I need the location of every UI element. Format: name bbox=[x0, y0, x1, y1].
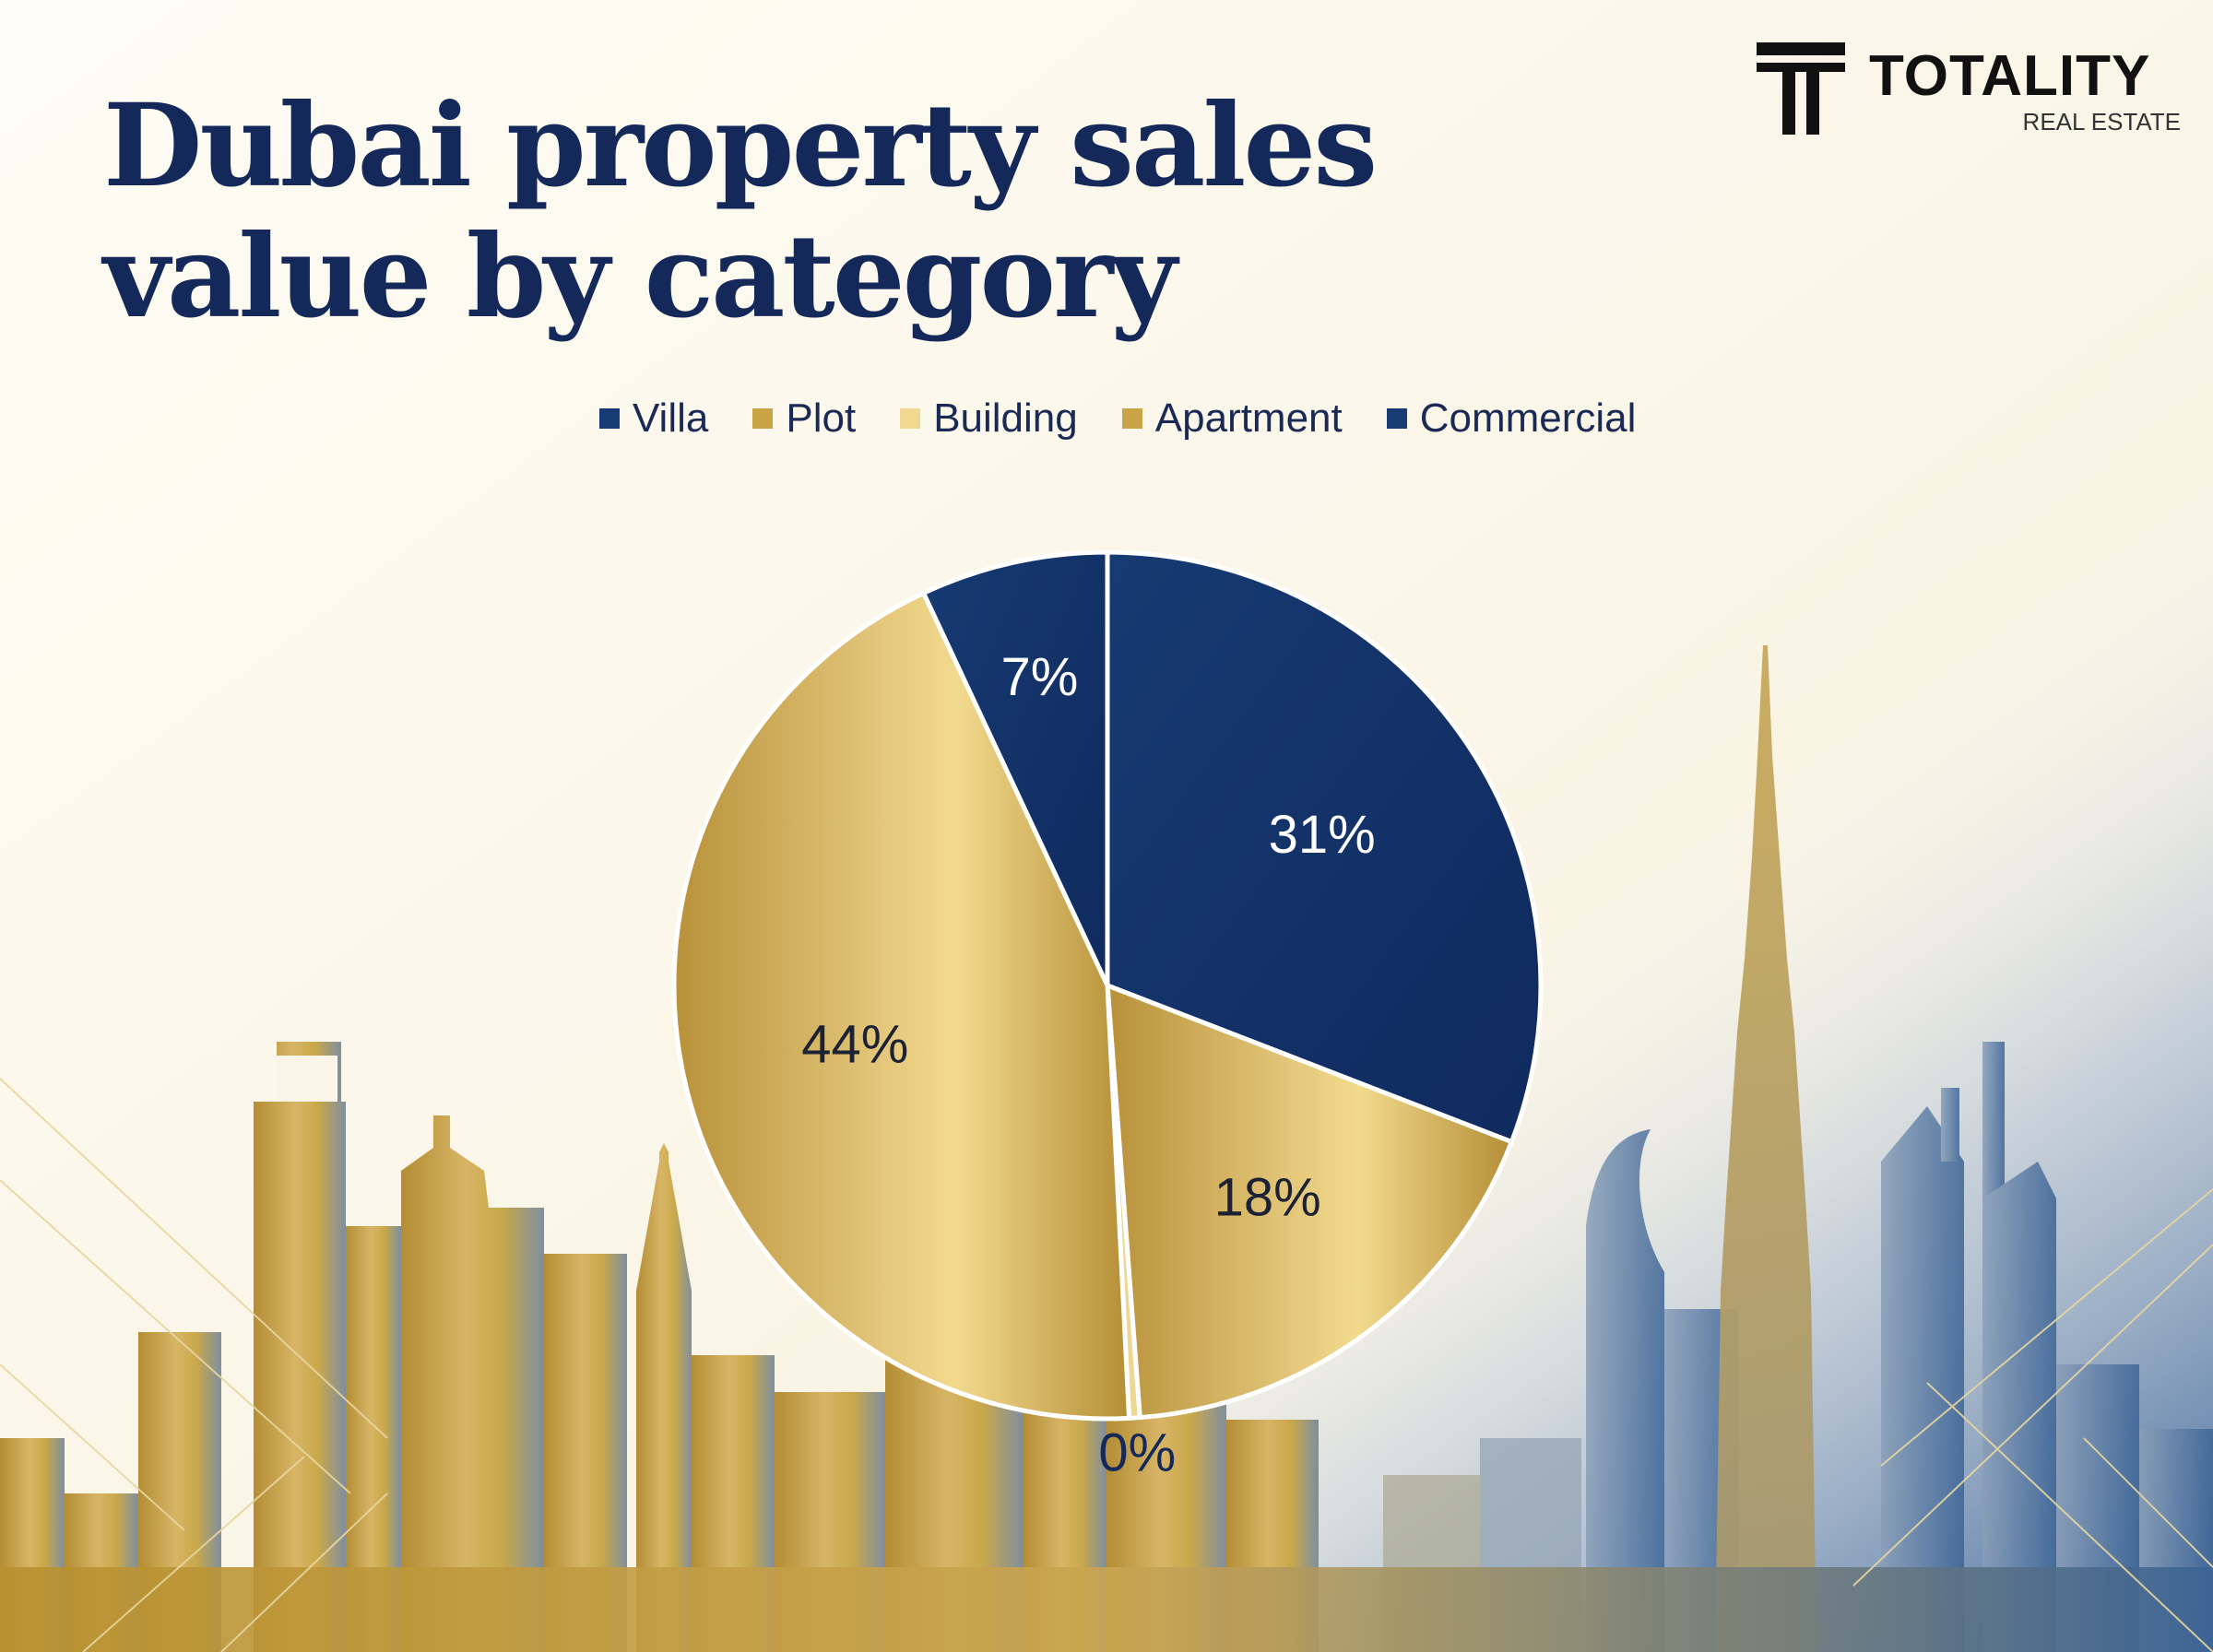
brand-logo: TOTALITY REAL ESTATE bbox=[1757, 42, 2181, 135]
totality-logo-icon bbox=[1757, 42, 1845, 135]
legend-item-villa: Villa bbox=[599, 395, 708, 442]
chart-legend: Villa Plot Building Apartment Commercial bbox=[599, 393, 1680, 444]
data-label-building: 0% bbox=[1098, 1422, 1176, 1482]
brand-name: TOTALITY bbox=[1869, 44, 2151, 108]
legend-item-apartment: Apartment bbox=[1121, 395, 1343, 442]
legend-swatch-apartment bbox=[1121, 408, 1142, 429]
legend-item-commercial: Commercial bbox=[1386, 395, 1637, 442]
chart-title: Dubai property sales value by category bbox=[103, 81, 1486, 343]
title-line-1: Dubai property sales bbox=[103, 79, 1378, 213]
legend-swatch-villa bbox=[599, 408, 620, 429]
data-label-villa: 31% bbox=[1269, 805, 1376, 865]
legend-label-apartment: Apartment bbox=[1154, 395, 1343, 441]
legend-label-villa: Villa bbox=[633, 395, 709, 441]
data-label-apartment: 44% bbox=[801, 1014, 908, 1074]
legend-swatch-plot bbox=[752, 408, 774, 429]
legend-item-plot: Plot bbox=[752, 395, 856, 442]
brand-subtitle: REAL ESTATE bbox=[2022, 108, 2181, 136]
legend-swatch-building bbox=[900, 408, 921, 429]
legend-label-building: Building bbox=[933, 395, 1078, 441]
pie-slice-villa bbox=[1105, 549, 1544, 1145]
legend-label-plot: Plot bbox=[786, 395, 857, 441]
legend-swatch-commercial bbox=[1386, 408, 1407, 429]
pie-slice-apartment bbox=[671, 590, 1132, 1422]
data-label-commercial: 7% bbox=[1001, 647, 1079, 707]
legend-item-building: Building bbox=[900, 395, 1078, 442]
legend-label-commercial: Commercial bbox=[1419, 395, 1637, 441]
title-line-2: value by category bbox=[103, 210, 1177, 344]
pie-slice-commercial bbox=[921, 549, 1110, 988]
pie-slice-plot bbox=[1105, 983, 1514, 1421]
data-label-plot: 18% bbox=[1214, 1167, 1321, 1227]
